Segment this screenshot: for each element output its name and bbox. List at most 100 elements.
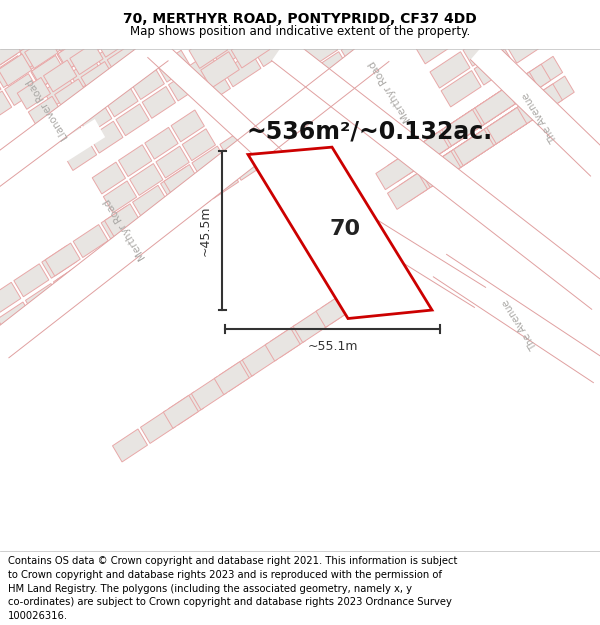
Polygon shape [292,0,331,28]
Polygon shape [344,276,379,309]
Polygon shape [25,284,61,316]
Text: Merthyr Road: Merthyr Road [102,196,148,261]
Polygon shape [400,138,440,174]
Polygon shape [0,302,32,335]
Polygon shape [113,429,148,462]
Polygon shape [14,18,47,49]
Polygon shape [144,205,179,238]
Polygon shape [435,142,475,178]
Polygon shape [140,411,175,444]
Polygon shape [242,12,280,47]
Polygon shape [25,37,58,69]
Polygon shape [110,4,143,36]
Polygon shape [164,164,199,198]
Polygon shape [470,38,600,176]
Polygon shape [116,104,149,136]
Polygon shape [304,181,485,308]
Polygon shape [169,69,202,101]
Polygon shape [463,30,503,66]
Polygon shape [92,162,125,194]
Polygon shape [272,37,600,309]
Polygon shape [73,224,108,258]
Polygon shape [456,127,496,164]
Polygon shape [376,153,416,189]
Polygon shape [45,243,80,276]
Polygon shape [53,265,88,298]
Polygon shape [433,254,600,382]
Polygon shape [156,146,189,178]
Text: ~45.5m: ~45.5m [199,206,212,256]
Polygon shape [507,27,547,63]
Polygon shape [372,258,407,291]
Polygon shape [189,32,227,68]
Polygon shape [466,94,506,130]
Polygon shape [433,143,472,179]
Polygon shape [281,0,319,8]
Polygon shape [105,85,138,117]
Polygon shape [28,96,62,128]
Polygon shape [64,139,97,171]
Polygon shape [349,0,387,8]
Polygon shape [270,325,305,357]
Polygon shape [77,2,110,34]
Polygon shape [44,60,77,92]
Polygon shape [79,102,112,134]
Polygon shape [201,52,239,88]
Polygon shape [36,3,70,35]
Polygon shape [293,309,328,342]
Polygon shape [299,32,338,68]
Polygon shape [412,130,452,166]
Polygon shape [148,40,317,201]
Text: 70, MERTHYR ROAD, PONTYPRIDD, CF37 4DD: 70, MERTHYR ROAD, PONTYPRIDD, CF37 4DD [123,12,477,26]
Polygon shape [490,78,530,114]
Polygon shape [70,58,103,89]
Text: ~55.1m: ~55.1m [307,339,358,352]
Polygon shape [501,98,541,134]
Polygon shape [231,31,270,68]
Polygon shape [416,28,456,64]
Polygon shape [254,32,292,67]
Text: Llanover Road: Llanover Road [25,77,71,141]
Polygon shape [250,0,289,28]
Polygon shape [388,146,428,182]
Polygon shape [42,245,77,278]
Polygon shape [171,110,205,142]
Polygon shape [232,148,266,180]
Polygon shape [0,20,6,52]
Polygon shape [70,42,103,74]
Polygon shape [248,147,432,319]
Polygon shape [89,121,123,153]
Polygon shape [57,39,91,71]
Polygon shape [223,52,261,87]
Polygon shape [113,226,148,259]
Polygon shape [529,0,569,22]
Polygon shape [145,127,178,159]
Polygon shape [409,131,449,168]
Polygon shape [0,38,17,69]
Polygon shape [133,185,167,218]
Polygon shape [437,0,478,23]
Polygon shape [242,343,277,376]
Polygon shape [0,119,105,201]
Polygon shape [172,186,207,219]
Polygon shape [424,122,463,158]
Polygon shape [5,74,38,106]
Polygon shape [20,36,53,68]
Polygon shape [433,0,472,8]
Polygon shape [400,165,439,201]
Polygon shape [84,21,118,52]
Polygon shape [457,100,496,136]
Text: 100026316.: 100026316. [8,611,68,621]
Polygon shape [441,71,481,107]
Polygon shape [110,3,144,35]
Polygon shape [454,129,494,166]
Polygon shape [311,52,349,88]
Polygon shape [52,120,86,152]
Polygon shape [116,224,151,256]
Text: Map shows position and indicative extent of the property.: Map shows position and indicative extent… [130,25,470,38]
Polygon shape [454,102,494,138]
Polygon shape [57,262,92,296]
Polygon shape [0,91,11,123]
Polygon shape [96,41,129,72]
Polygon shape [220,358,254,391]
